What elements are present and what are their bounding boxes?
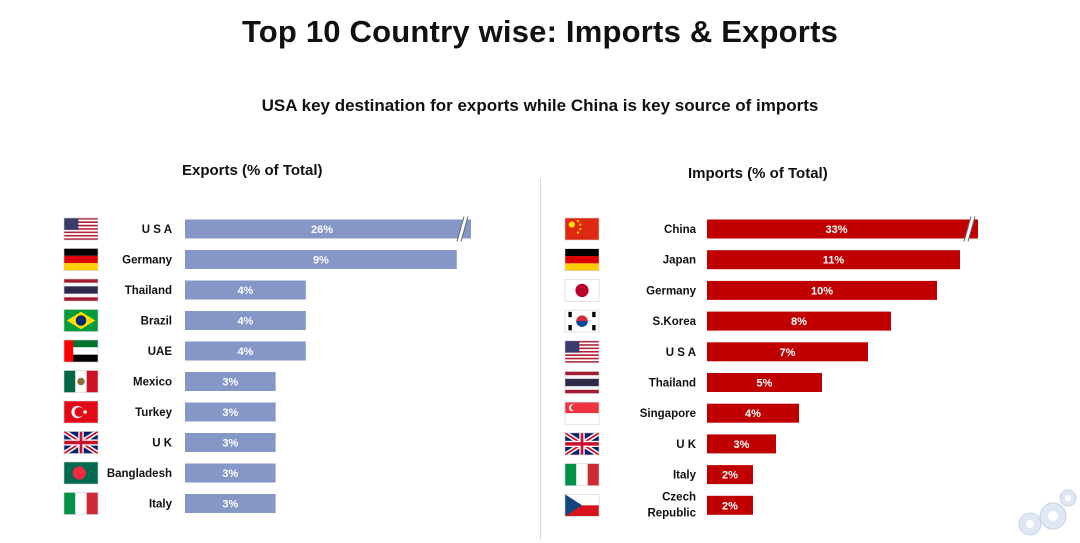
flag-czech-icon [564, 493, 600, 517]
value-label: 7% [780, 347, 796, 359]
flag-uae-icon [63, 339, 99, 363]
value-label: 3% [222, 407, 238, 419]
flag-germany-icon [63, 248, 99, 271]
bar [185, 219, 471, 239]
category-label: Czech Republic [647, 491, 696, 519]
value-label: 4% [237, 346, 253, 358]
bar [707, 342, 868, 362]
value-label: 9% [313, 255, 329, 267]
page-subtitle: USA key destination for exports while Ch… [261, 96, 819, 115]
value-label: 3% [222, 468, 238, 480]
flag-italy-icon [63, 492, 99, 515]
category-label: Japan [663, 255, 696, 267]
bar [707, 373, 822, 392]
flag-bangladesh-icon [63, 461, 99, 485]
bar [707, 465, 753, 485]
category-label: U K [152, 438, 173, 450]
bar [707, 280, 937, 300]
category-label: Turkey [135, 407, 172, 419]
bar [185, 463, 276, 483]
bar [185, 402, 276, 422]
value-label: 4% [237, 316, 253, 328]
value-label: 8% [791, 316, 807, 328]
bar [707, 219, 978, 239]
bar [185, 250, 457, 269]
value-label: 4% [745, 408, 761, 420]
exports-chart-title: Exports (% of Total) [182, 162, 323, 179]
flag-thailand-icon [564, 371, 600, 394]
bar [707, 403, 799, 423]
flag-mexico-icon [63, 370, 99, 393]
value-label: 4% [237, 285, 253, 297]
category-label: Thailand [125, 285, 172, 297]
category-label: U S A [666, 347, 696, 359]
gears-icon [1018, 489, 1077, 536]
flag-usa-icon [564, 340, 600, 364]
exports-bar-chart: U S A 26% Germany 9% Thailand 4% Brazil 4% UAE 4%… [62, 216, 471, 515]
flag-singapore-icon [564, 401, 600, 425]
category-label: Bangladesh [107, 468, 172, 480]
value-label: 2% [722, 470, 738, 482]
value-label: 3% [222, 499, 238, 511]
bar [185, 311, 306, 330]
flag-uk-icon [563, 430, 601, 457]
value-label: 3% [222, 377, 238, 389]
value-label: 5% [757, 378, 773, 390]
value-label: 3% [222, 438, 238, 450]
bar [707, 495, 753, 515]
flag-japan-icon [564, 279, 600, 302]
flag-germany-icon [564, 248, 600, 271]
value-label: 33% [825, 224, 847, 236]
category-label: Mexico [133, 377, 172, 389]
value-label: 3% [734, 439, 750, 451]
page-title: Top 10 Country wise: Imports & Exports [241, 14, 839, 49]
bar [707, 311, 891, 331]
axis-break-mark [457, 216, 468, 242]
bar [707, 250, 960, 270]
axis-break-mark [964, 216, 975, 242]
bar [185, 280, 306, 300]
category-label: Germany [122, 255, 172, 267]
flag-brazil-icon [63, 309, 99, 332]
panel-divider [540, 178, 541, 540]
bar [185, 341, 306, 361]
value-label: 10% [811, 285, 833, 297]
bar [185, 433, 276, 452]
category-label: U S A [142, 224, 172, 236]
category-label: Italy [673, 470, 697, 482]
bar [185, 372, 276, 391]
category-label: China [664, 224, 697, 236]
category-label: UAE [148, 346, 173, 358]
flag-usa-icon [63, 217, 99, 241]
imports-bar-chart: China 33% Japan 11% Germany 10% S.Korea 8% U S A… [563, 216, 978, 519]
category-label: Germany [646, 285, 696, 297]
flag-italy-icon [564, 463, 600, 486]
flag-south-korea-icon [564, 309, 600, 333]
flag-uk-icon [62, 429, 100, 456]
flag-turkey-icon [63, 400, 99, 424]
value-label: 11% [823, 255, 845, 267]
bar [707, 434, 776, 454]
category-label: U K [676, 439, 697, 451]
category-label: Singapore [640, 408, 696, 420]
flag-thailand-icon [63, 278, 99, 302]
flag-china-icon [564, 217, 600, 241]
category-label: Brazil [141, 316, 172, 328]
category-label: S.Korea [653, 316, 697, 328]
value-label: 2% [722, 500, 738, 512]
imports-chart-title: Imports (% of Total) [688, 165, 828, 182]
category-label: Italy [149, 499, 173, 511]
category-label: Thailand [649, 378, 696, 390]
value-label: 26% [311, 224, 333, 236]
bar [185, 494, 276, 513]
